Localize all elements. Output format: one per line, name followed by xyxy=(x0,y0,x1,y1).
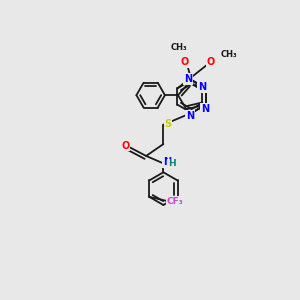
Text: H: H xyxy=(168,159,176,168)
Text: O: O xyxy=(180,57,188,67)
Text: O: O xyxy=(206,57,214,67)
Text: N: N xyxy=(201,103,209,113)
Text: CH₃: CH₃ xyxy=(221,50,237,59)
Text: N: N xyxy=(186,111,194,121)
Text: CH₃: CH₃ xyxy=(170,43,187,52)
Text: N: N xyxy=(163,157,171,167)
Text: CF₃: CF₃ xyxy=(167,197,184,206)
Text: N: N xyxy=(198,82,206,92)
Text: S: S xyxy=(164,119,171,129)
Text: O: O xyxy=(122,140,130,151)
Text: N: N xyxy=(184,74,192,84)
